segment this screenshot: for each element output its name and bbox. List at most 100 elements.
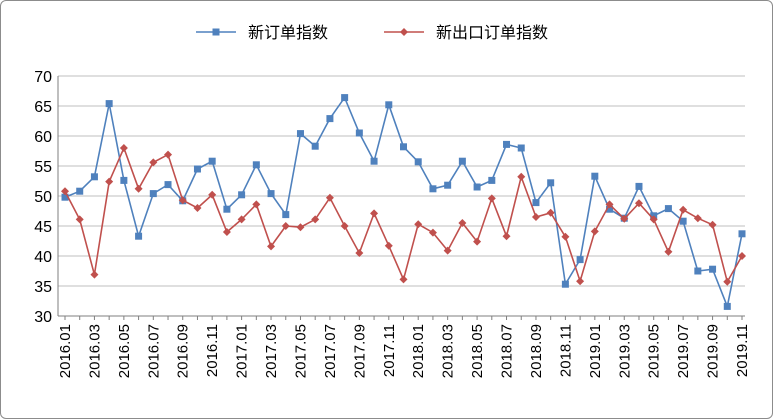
data-point xyxy=(237,215,246,224)
data-point xyxy=(546,208,555,217)
y-tick-label: 65 xyxy=(34,99,52,116)
x-tick-label: 2016.01 xyxy=(57,324,74,378)
data-point xyxy=(723,302,731,310)
data-point xyxy=(252,200,261,209)
x-tick-label: 2018.11 xyxy=(557,324,574,377)
data-point xyxy=(693,214,702,223)
data-point xyxy=(149,158,158,167)
data-point xyxy=(296,130,304,138)
data-point xyxy=(238,191,246,199)
data-point xyxy=(208,190,217,199)
data-point xyxy=(473,237,482,246)
data-point xyxy=(473,183,481,191)
y-tick-label: 60 xyxy=(34,129,52,146)
series-layer xyxy=(61,94,746,310)
series-0 xyxy=(61,94,746,310)
data-point xyxy=(723,277,732,286)
data-point xyxy=(76,187,84,195)
legend-label-export-orders: 新出口订单指数 xyxy=(436,23,548,42)
data-point xyxy=(605,200,614,209)
data-point xyxy=(738,252,746,260)
x-tick-label: 2017.09 xyxy=(351,324,368,378)
x-tick-label: 2016.05 xyxy=(116,324,133,378)
series-line xyxy=(64,145,743,284)
data-point xyxy=(532,199,540,207)
data-point xyxy=(384,241,393,250)
data-point xyxy=(399,275,408,284)
data-point xyxy=(134,184,143,193)
data-point xyxy=(694,267,702,275)
data-point xyxy=(325,193,334,202)
y-tick-label: 35 xyxy=(34,279,52,296)
data-point xyxy=(576,277,585,286)
data-point xyxy=(635,182,643,190)
data-point xyxy=(679,217,687,225)
data-point xyxy=(119,144,128,152)
y-tick-label: 30 xyxy=(34,309,52,326)
data-point xyxy=(708,220,717,229)
data-point xyxy=(193,204,202,212)
data-point xyxy=(61,193,69,201)
data-point xyxy=(267,190,275,198)
x-tick-label: 2019.03 xyxy=(616,324,633,378)
data-point xyxy=(90,270,99,279)
data-point xyxy=(561,280,569,288)
y-axis-ticks: 30 35 40 45 50 55 60 65 70 xyxy=(34,69,52,326)
data-point xyxy=(355,249,364,257)
gridlines xyxy=(58,75,745,287)
data-point xyxy=(75,215,84,224)
legend-label-new-orders: 新订单指数 xyxy=(248,23,328,42)
x-tick-label: 2019.11 xyxy=(734,324,751,377)
data-point xyxy=(428,228,437,237)
data-point xyxy=(311,142,319,150)
x-tick-label: 2016.09 xyxy=(175,324,192,378)
data-point xyxy=(326,115,334,123)
x-tick-label: 2016.11 xyxy=(204,324,221,377)
data-point xyxy=(488,176,496,184)
data-point xyxy=(385,101,393,109)
x-tick-label: 2018.07 xyxy=(499,324,516,378)
x-tick-label: 2017.05 xyxy=(292,324,309,378)
x-tick-label: 2016.03 xyxy=(86,324,103,378)
data-point xyxy=(576,256,584,264)
x-tick-label: 2018.05 xyxy=(469,324,486,378)
x-tick-label: 2017.11 xyxy=(381,324,398,377)
data-point xyxy=(709,265,717,273)
data-point xyxy=(502,232,511,241)
data-point xyxy=(164,150,173,159)
data-point xyxy=(458,157,466,165)
x-axis-ticks: 2016.01 2016.03 2016.05 2016.07 2016.09 2016.… xyxy=(57,316,751,378)
data-point xyxy=(267,242,276,251)
series-1 xyxy=(61,144,746,286)
data-point xyxy=(531,213,540,221)
data-point xyxy=(282,211,290,219)
data-point xyxy=(443,246,452,255)
legend: 新订单指数 新出口订单指数 xyxy=(196,23,548,42)
data-point xyxy=(429,185,437,193)
data-point xyxy=(105,177,114,186)
data-point xyxy=(296,223,305,232)
x-tick-label: 2019.05 xyxy=(646,324,663,378)
data-point xyxy=(517,172,526,181)
data-point xyxy=(193,165,201,173)
data-point xyxy=(105,100,113,108)
x-tick-label: 2017.03 xyxy=(263,324,280,378)
data-point xyxy=(620,214,629,223)
x-tick-label: 2019.09 xyxy=(705,324,722,378)
data-point xyxy=(649,215,658,224)
data-point xyxy=(178,196,187,205)
data-point xyxy=(458,219,467,227)
y-tick-label: 40 xyxy=(34,249,52,266)
x-tick-label: 2018.01 xyxy=(410,324,427,378)
x-tick-label: 2017.01 xyxy=(234,324,251,378)
data-point xyxy=(414,220,423,229)
x-tick-label: 2018.09 xyxy=(528,324,545,378)
data-point xyxy=(164,181,172,189)
data-point xyxy=(590,227,599,236)
data-point xyxy=(223,205,231,213)
data-point xyxy=(208,157,216,165)
y-tick-label: 50 xyxy=(34,189,52,206)
data-point xyxy=(634,199,643,208)
x-tick-label: 2018.03 xyxy=(440,324,457,378)
data-point xyxy=(311,215,320,224)
